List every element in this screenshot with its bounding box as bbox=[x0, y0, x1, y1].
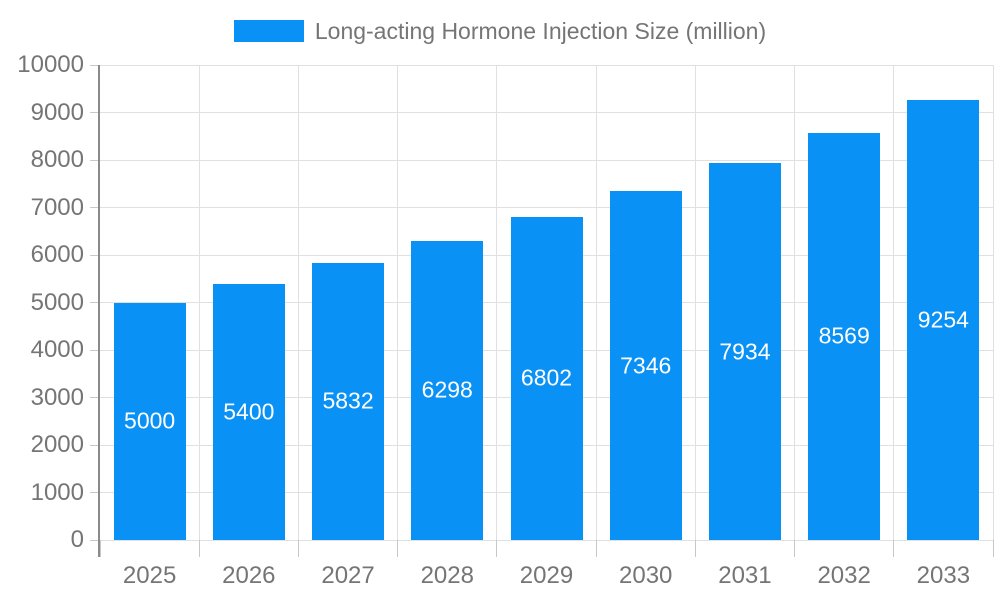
y-axis-line bbox=[98, 65, 100, 557]
y-tick-mark bbox=[90, 254, 100, 256]
y-gridline bbox=[100, 159, 993, 161]
bar-2025[interactable] bbox=[113, 302, 186, 540]
x-tick-mark bbox=[992, 540, 994, 557]
y-tick-mark bbox=[90, 444, 100, 446]
y-axis-tick-label: 6000 bbox=[30, 241, 84, 268]
bar-2028[interactable] bbox=[411, 240, 484, 540]
y-axis-tick-label: 10000 bbox=[17, 51, 84, 78]
y-axis-tick-label: 1000 bbox=[30, 478, 84, 506]
y-tick-mark bbox=[90, 302, 100, 303]
y-axis-tick-label: 3000 bbox=[30, 383, 84, 411]
x-axis-tick-label: 2029 bbox=[519, 562, 574, 589]
x-gridline bbox=[198, 65, 200, 540]
x-tick-mark bbox=[397, 540, 399, 557]
y-tick-mark bbox=[90, 112, 100, 113]
x-axis-tick-label: 2033 bbox=[916, 562, 971, 589]
x-tick-mark bbox=[99, 540, 101, 557]
y-tick-mark bbox=[90, 64, 100, 66]
x-axis-tick-label: 2026 bbox=[222, 562, 276, 589]
x-gridline bbox=[893, 65, 895, 540]
x-gridline bbox=[694, 65, 696, 540]
legend[interactable]: Long-acting Hormone Injection Size (mill… bbox=[0, 17, 1000, 45]
y-gridline bbox=[100, 112, 993, 113]
x-tick-mark bbox=[595, 540, 597, 557]
bar-2033[interactable] bbox=[907, 100, 980, 540]
x-axis-tick-label: 2032 bbox=[817, 562, 871, 589]
y-tick-mark bbox=[90, 492, 100, 493]
x-gridline bbox=[992, 65, 994, 540]
x-axis-tick-label: 2031 bbox=[718, 562, 772, 589]
y-gridline bbox=[100, 539, 993, 541]
y-axis-tick-label: 9000 bbox=[30, 98, 84, 126]
bar-2030[interactable] bbox=[609, 191, 682, 540]
x-gridline bbox=[397, 65, 399, 540]
y-axis-tick-label: 5000 bbox=[30, 288, 84, 316]
y-axis-tick-label: 2000 bbox=[30, 431, 84, 458]
legend-label: Long-acting Hormone Injection Size (mill… bbox=[314, 17, 767, 44]
x-tick-mark bbox=[893, 540, 895, 557]
y-tick-mark bbox=[90, 397, 100, 398]
x-tick-mark bbox=[198, 540, 200, 557]
x-axis-tick-label: 2025 bbox=[122, 562, 177, 589]
x-axis-tick-label: 2030 bbox=[619, 562, 673, 589]
y-axis-tick-label: 8000 bbox=[30, 146, 84, 173]
x-gridline bbox=[794, 65, 796, 540]
y-tick-mark bbox=[90, 539, 100, 541]
x-gridline bbox=[496, 65, 498, 540]
legend-swatch bbox=[233, 20, 304, 42]
bar-2026[interactable] bbox=[212, 283, 285, 540]
bar-2029[interactable] bbox=[510, 216, 583, 540]
y-gridline bbox=[100, 64, 993, 66]
y-tick-mark bbox=[90, 349, 100, 351]
y-axis-tick-label: 0 bbox=[70, 526, 84, 553]
bar-2031[interactable] bbox=[708, 163, 781, 540]
x-axis-tick-label: 2028 bbox=[420, 562, 474, 589]
bar-2027[interactable] bbox=[312, 262, 385, 540]
y-gridline bbox=[100, 207, 993, 208]
y-tick-mark bbox=[90, 207, 100, 208]
y-axis-tick-label: 7000 bbox=[30, 193, 84, 221]
y-tick-mark bbox=[90, 159, 100, 161]
x-gridline bbox=[595, 65, 597, 540]
x-tick-mark bbox=[297, 540, 299, 557]
x-tick-mark bbox=[694, 540, 696, 557]
bar-2032[interactable] bbox=[808, 132, 881, 540]
x-gridline bbox=[297, 65, 299, 540]
x-tick-mark bbox=[794, 540, 796, 557]
x-axis-tick-label: 2027 bbox=[321, 562, 375, 589]
y-axis-tick-label: 4000 bbox=[30, 336, 84, 363]
x-tick-mark bbox=[496, 540, 498, 557]
